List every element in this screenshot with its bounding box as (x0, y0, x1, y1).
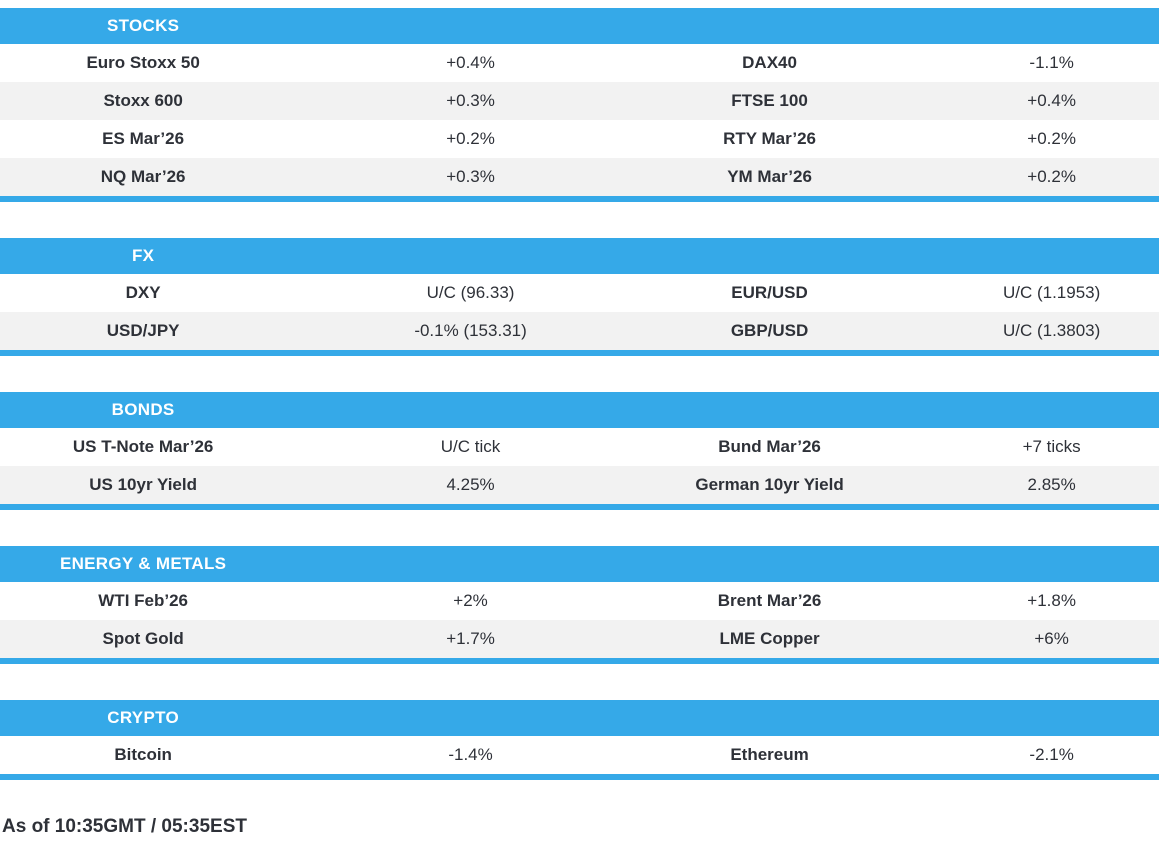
section-title: FX (131, 246, 155, 265)
instrument-value: +0.3% (446, 167, 495, 186)
table-row: Stoxx 600 +0.3% FTSE 100 +0.4% (0, 82, 1159, 120)
instrument-value: U/C tick (440, 437, 501, 456)
instrument-label: DAX40 (742, 53, 797, 72)
instrument-value: 2.85% (1027, 475, 1076, 494)
table-row: WTI Feb’26 +2% Brent Mar’26 +1.8% (0, 582, 1159, 620)
instrument-label: RTY Mar’26 (723, 129, 816, 148)
instrument-label: Stoxx 600 (103, 91, 183, 110)
instrument-label: Bitcoin (114, 745, 172, 764)
instrument-value: +0.4% (1027, 91, 1076, 110)
instrument-value: -0.1% (153.31) (414, 321, 527, 340)
table-row: NQ Mar’26 +0.3% YM Mar’26 +0.2% (0, 158, 1159, 196)
table-row: DXY U/C (96.33) EUR/USD U/C (1.1953) (0, 274, 1159, 312)
instrument-label: NQ Mar’26 (100, 167, 186, 186)
section-header-energy-metals: ENERGY & METALS (0, 546, 1159, 582)
section-fx: FX DXY U/C (96.33) EUR/USD U/C (1.1953) … (0, 238, 1159, 356)
section-title: STOCKS (106, 16, 180, 35)
instrument-value: +1.7% (446, 629, 495, 648)
table-row: Euro Stoxx 50 +0.4% DAX40 -1.1% (0, 44, 1159, 82)
section-header-stocks: STOCKS (0, 8, 1159, 44)
instrument-value: +0.2% (1027, 167, 1076, 186)
instrument-label: Brent Mar’26 (717, 591, 822, 610)
table-row: USD/JPY -0.1% (153.31) GBP/USD U/C (1.38… (0, 312, 1159, 350)
section-header-fx: FX (0, 238, 1159, 274)
instrument-value: +6% (1034, 629, 1069, 648)
instrument-value: U/C (1.3803) (1002, 321, 1101, 340)
instrument-label: German 10yr Yield (695, 475, 844, 494)
section-header-crypto: CRYPTO (0, 700, 1159, 736)
table-row: ES Mar’26 +0.2% RTY Mar’26 +0.2% (0, 120, 1159, 158)
section-stocks: STOCKS Euro Stoxx 50 +0.4% DAX40 -1.1% S… (0, 8, 1159, 202)
instrument-label: Bund Mar’26 (718, 437, 821, 456)
timestamp: As of 10:35GMT / 05:35EST (2, 816, 247, 837)
section-divider (0, 774, 1159, 780)
section-divider (0, 658, 1159, 664)
instrument-label: ES Mar’26 (102, 129, 185, 148)
table-row: Spot Gold +1.7% LME Copper +6% (0, 620, 1159, 658)
section-title: ENERGY & METALS (59, 554, 227, 573)
table-row: Bitcoin -1.4% Ethereum -2.1% (0, 736, 1159, 774)
instrument-label: LME Copper (719, 629, 820, 648)
section-divider (0, 350, 1159, 356)
instrument-value: +0.3% (446, 91, 495, 110)
instrument-value: -1.1% (1029, 53, 1074, 72)
instrument-label: Ethereum (730, 745, 809, 764)
instrument-value: -1.4% (448, 745, 493, 764)
instrument-label: DXY (125, 283, 161, 302)
section-divider (0, 504, 1159, 510)
instrument-label: Spot Gold (102, 629, 184, 648)
instrument-label: WTI Feb’26 (98, 591, 188, 610)
instrument-value: +1.8% (1027, 591, 1076, 610)
instrument-value: 4.25% (446, 475, 495, 494)
instrument-label: EUR/USD (731, 283, 808, 302)
instrument-value: U/C (1.1953) (1002, 283, 1101, 302)
instrument-value: -2.1% (1029, 745, 1074, 764)
section-divider (0, 196, 1159, 202)
table-row: US T-Note Mar’26 U/C tick Bund Mar’26 +7… (0, 428, 1159, 466)
section-title: CRYPTO (107, 708, 179, 727)
instrument-label: YM Mar’26 (727, 167, 812, 186)
instrument-label: FTSE 100 (731, 91, 808, 110)
instrument-value: +2% (453, 591, 488, 610)
instrument-label: US T-Note Mar’26 (72, 437, 214, 456)
table-row: US 10yr Yield 4.25% German 10yr Yield 2.… (0, 466, 1159, 504)
section-title: BONDS (111, 400, 175, 419)
section-header-bonds: BONDS (0, 392, 1159, 428)
instrument-value: U/C (96.33) (426, 283, 515, 302)
instrument-value: +0.4% (446, 53, 495, 72)
instrument-label: USD/JPY (106, 321, 180, 340)
instrument-value: +0.2% (1027, 129, 1076, 148)
instrument-label: GBP/USD (730, 321, 809, 340)
section-crypto: CRYPTO Bitcoin -1.4% Ethereum -2.1% (0, 700, 1159, 780)
section-bonds: BONDS US T-Note Mar’26 U/C tick Bund Mar… (0, 392, 1159, 510)
instrument-label: US 10yr Yield (89, 475, 197, 494)
instrument-value: +0.2% (446, 129, 495, 148)
instrument-value: +7 ticks (1022, 437, 1081, 456)
instrument-label: Euro Stoxx 50 (86, 53, 200, 72)
section-energy-metals: ENERGY & METALS WTI Feb’26 +2% Brent Mar… (0, 546, 1159, 664)
